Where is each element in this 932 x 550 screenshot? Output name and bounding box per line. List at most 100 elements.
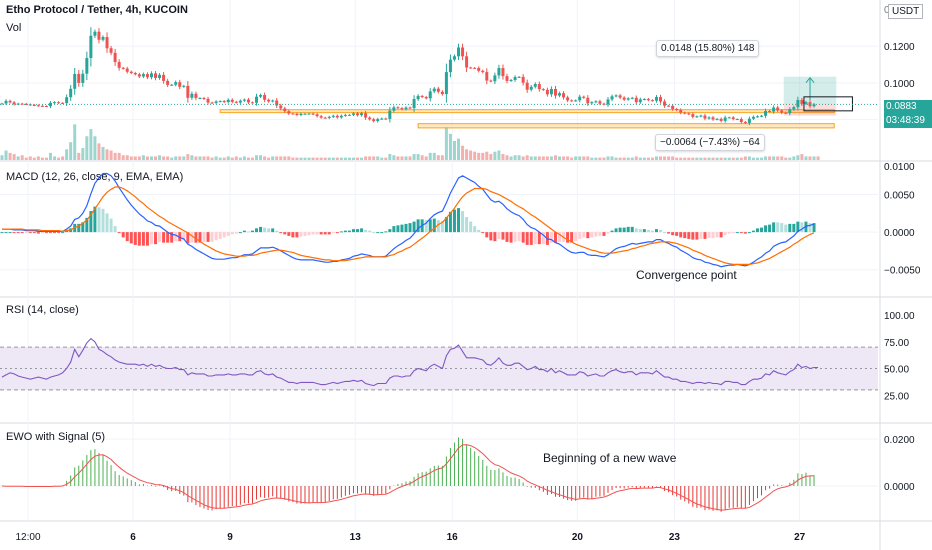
candle-body bbox=[121, 67, 125, 69]
macd-histogram-bar bbox=[659, 229, 663, 233]
candle-body bbox=[32, 104, 36, 106]
volume-bar bbox=[404, 156, 408, 160]
volume-bar bbox=[517, 155, 521, 160]
volume-bar bbox=[679, 157, 683, 160]
volume-bar bbox=[727, 157, 731, 160]
volume-bar bbox=[149, 156, 153, 160]
candle-body bbox=[226, 99, 230, 103]
candle-body bbox=[65, 97, 69, 104]
macd-histogram-bar bbox=[622, 227, 626, 233]
volume-bar bbox=[121, 155, 125, 160]
ewo-tick-label: 0.0000 bbox=[884, 482, 915, 493]
volume-bar bbox=[117, 152, 121, 160]
macd-histogram-bar bbox=[683, 232, 687, 239]
candle-body bbox=[521, 76, 525, 83]
macd-histogram-bar bbox=[291, 232, 295, 238]
macd-histogram-bar bbox=[356, 229, 360, 233]
candle-body bbox=[20, 103, 24, 105]
macd-histogram-bar bbox=[97, 207, 101, 233]
volume-bar bbox=[323, 157, 327, 160]
rsi-title[interactable]: RSI (14, close) bbox=[6, 304, 79, 316]
candle-body bbox=[424, 97, 428, 99]
macd-histogram-bar bbox=[630, 226, 634, 233]
macd-histogram-bar bbox=[699, 232, 703, 239]
candle-body bbox=[125, 68, 129, 72]
candle-body bbox=[477, 68, 481, 71]
volume-bar bbox=[659, 156, 663, 160]
macd-histogram-bar bbox=[206, 232, 210, 242]
macd-histogram-bar bbox=[469, 221, 473, 233]
candle-body bbox=[315, 114, 319, 117]
macd-histogram-bar bbox=[731, 232, 735, 234]
candle-body bbox=[497, 68, 501, 76]
macd-histogram-bar bbox=[517, 232, 521, 242]
time-tick-label: 16 bbox=[447, 532, 459, 543]
candle-body bbox=[622, 97, 626, 100]
volume-bar bbox=[73, 124, 77, 160]
candle-body bbox=[578, 96, 582, 101]
symbol-legend[interactable]: Etho Protocol / Tether, 4h, KUCOIN bbox=[6, 4, 188, 16]
candle-body bbox=[57, 102, 61, 104]
candle-body bbox=[525, 82, 529, 90]
candle-body bbox=[206, 98, 210, 103]
macd-title[interactable]: MACD (12, 26, close, 9, EMA, EMA) bbox=[6, 171, 184, 183]
candle-body bbox=[687, 113, 691, 115]
volume-bar bbox=[650, 157, 654, 160]
currency-selector[interactable]: USDT bbox=[888, 4, 924, 19]
time-tick-label: 9 bbox=[227, 532, 233, 543]
ewo-tick-label: 0.0200 bbox=[884, 435, 915, 446]
volume-bar bbox=[711, 157, 715, 160]
volume-bar bbox=[707, 157, 711, 160]
time-tick-label: 27 bbox=[794, 532, 806, 543]
candle-body bbox=[646, 99, 650, 101]
volume-bar bbox=[275, 156, 279, 160]
candle-body bbox=[210, 102, 214, 104]
macd-tick-label: 0.0050 bbox=[884, 191, 915, 202]
volume-bar bbox=[772, 156, 776, 160]
macd-histogram-bar bbox=[61, 232, 65, 234]
candle-body bbox=[570, 100, 574, 102]
candle-body bbox=[760, 115, 764, 117]
volume-bar bbox=[525, 155, 529, 160]
macd-histogram-bar bbox=[703, 232, 707, 239]
macd-histogram-bar bbox=[158, 232, 162, 242]
volume-bar bbox=[283, 156, 287, 160]
candle-body bbox=[784, 112, 788, 114]
macd-tick-label: 0.0000 bbox=[884, 228, 915, 239]
macd-histogram-bar bbox=[105, 213, 109, 233]
volume-bar bbox=[461, 145, 465, 160]
volume-bar bbox=[259, 155, 263, 160]
macd-histogram-bar bbox=[436, 220, 440, 233]
volume-bar bbox=[263, 156, 267, 160]
macd-histogram-bar bbox=[513, 232, 517, 242]
macd-histogram-bar bbox=[384, 231, 388, 233]
candle-body bbox=[590, 102, 594, 104]
macd-histogram-bar bbox=[735, 232, 739, 234]
candle-body bbox=[675, 108, 679, 111]
candle-body bbox=[667, 105, 671, 107]
volume-bar bbox=[800, 154, 804, 160]
volume-bar bbox=[234, 156, 238, 160]
candle-body bbox=[190, 93, 194, 98]
rsi-tick-label: 100.00 bbox=[884, 311, 915, 322]
candle-body bbox=[380, 118, 384, 120]
macd-histogram-bar bbox=[440, 220, 444, 233]
candle-body bbox=[537, 84, 541, 90]
macd-histogram-bar bbox=[234, 232, 238, 234]
candle-body bbox=[465, 56, 469, 68]
macd-histogram-bar bbox=[691, 232, 695, 240]
volume-bar bbox=[137, 156, 141, 160]
ewo-title[interactable]: EWO with Signal (5) bbox=[6, 431, 106, 443]
candle-body bbox=[101, 37, 105, 40]
candle-body bbox=[194, 93, 198, 98]
candle-body bbox=[356, 113, 360, 116]
macd-histogram-bar bbox=[663, 232, 667, 234]
volume-bar bbox=[505, 155, 509, 160]
macd-histogram-bar bbox=[578, 232, 582, 239]
macd-histogram-bar bbox=[24, 232, 28, 234]
candle-body bbox=[481, 70, 485, 73]
candle-body bbox=[384, 118, 388, 120]
volume-bar bbox=[715, 157, 719, 160]
volume-bar bbox=[105, 149, 109, 160]
